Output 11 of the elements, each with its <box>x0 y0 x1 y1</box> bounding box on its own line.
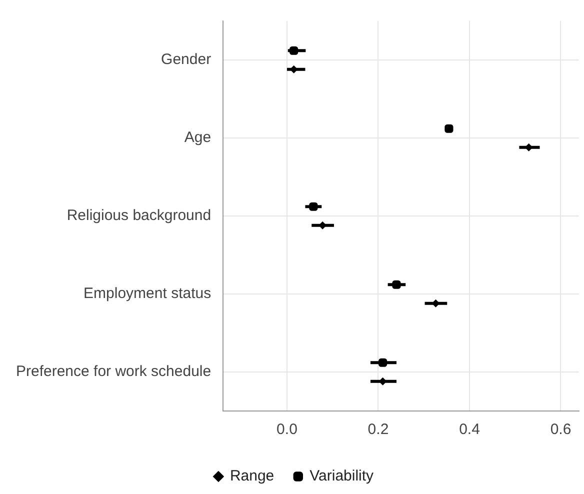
x-tick-label: 0.2 <box>368 421 389 438</box>
legend-label: Variability <box>310 468 374 485</box>
y-tick-label: Employment status <box>84 285 212 302</box>
x-tick-label: 0.4 <box>459 421 480 438</box>
y-tick-label: Age <box>184 129 212 146</box>
x-tick-label: 0.0 <box>276 421 298 438</box>
y-tick-label: Gender <box>161 51 212 68</box>
y-tick-label: Preference for work schedule <box>16 363 212 380</box>
legend-label: Range <box>230 468 274 485</box>
x-tick-label: 0.6 <box>550 421 572 438</box>
y-tick-label: Religious background <box>66 207 212 224</box>
